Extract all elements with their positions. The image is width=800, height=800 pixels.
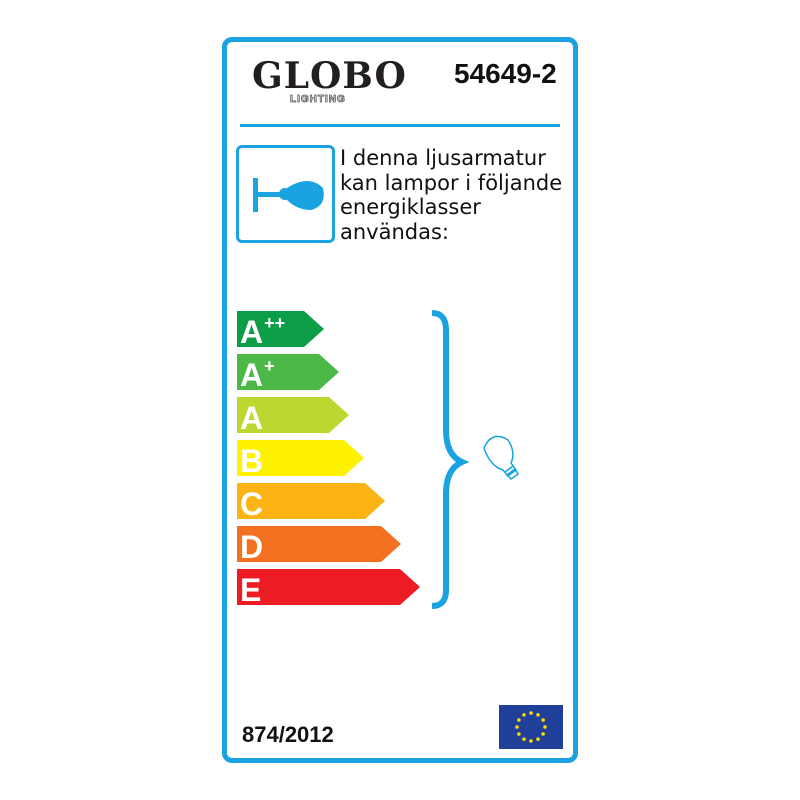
- energy-class-label: C: [240, 486, 263, 522]
- eu-star: [541, 732, 545, 736]
- eu-star: [529, 711, 533, 715]
- label-frame: [222, 37, 578, 763]
- eu-star: [536, 713, 540, 717]
- eu-star: [536, 737, 540, 741]
- energy-class-superscript: +: [264, 356, 275, 376]
- energy-class-bar: [237, 526, 401, 562]
- regulation-number: 874/2012: [242, 722, 334, 747]
- description-line: kan lampor i följande: [340, 170, 563, 195]
- energy-class-label: A+: [240, 356, 275, 393]
- eu-star: [543, 725, 547, 729]
- eu-star: [529, 739, 533, 743]
- eu-star: [522, 737, 526, 741]
- light-bulb-icon: [483, 435, 519, 480]
- description-line: energiklasser: [340, 195, 481, 219]
- brand-logo: GLOBO: [252, 55, 407, 97]
- eu-star: [517, 718, 521, 722]
- energy-class-superscript: ++: [264, 313, 285, 333]
- wall-lamp-icon: [236, 145, 335, 243]
- energy-class-label: D: [240, 529, 263, 565]
- energy-class-bar: [237, 440, 364, 476]
- energy-class-label: B: [240, 443, 263, 479]
- divider: [240, 124, 560, 127]
- description-line: användas:: [340, 219, 449, 244]
- eu-star: [541, 718, 545, 722]
- energy-class-bar: [237, 354, 339, 390]
- energy-class-label: E: [240, 572, 261, 608]
- energy-class-label: A++: [240, 313, 285, 350]
- description-line: I denna ljusarmatur: [340, 146, 546, 170]
- eu-star: [517, 732, 521, 736]
- energy-class-label: A: [240, 400, 263, 436]
- brace: [431, 310, 470, 609]
- brand-logo-sub: LIGHTING: [290, 94, 346, 106]
- eu-star: [522, 713, 526, 717]
- description: I denna ljusarmatur kan lampor i följand…: [340, 146, 562, 244]
- energy-class-bar: [237, 311, 324, 347]
- eu-star: [515, 725, 519, 729]
- energy-class-bar: [237, 569, 420, 605]
- energy-class-bar: [237, 397, 349, 433]
- model-number: 54649-2: [454, 58, 557, 89]
- energy-class-bar: [237, 483, 385, 519]
- eu-flag-icon: [499, 705, 563, 749]
